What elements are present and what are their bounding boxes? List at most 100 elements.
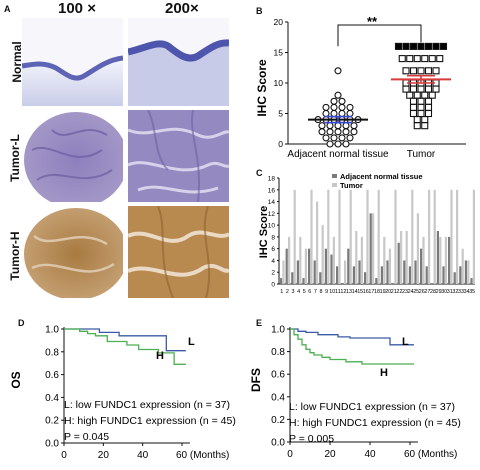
- b-point-tumor-1: [402, 42, 410, 50]
- c-x-tick-label-15: 16: [363, 289, 369, 295]
- b-point-normal-11: [346, 109, 354, 118]
- c-bar-normal-0: [280, 278, 283, 284]
- b-point-tumor-32: [409, 97, 418, 105]
- d-p-value: P = 0.045: [64, 431, 109, 443]
- panel-e-chart: DFS 0.0 0.2 0.4 0.6 0.8 1.0 0 20 40 60 (Months) L H…: [249, 325, 461, 461]
- c-x-tick-label-32: 33: [458, 289, 464, 295]
- b-point-tumor-10: [421, 55, 429, 63]
- d-legend-low: L: low FUNDC1 expression (n = 37): [64, 399, 230, 411]
- b-point-tumor-3: [417, 42, 425, 50]
- b-point-normal-0: [334, 67, 342, 75]
- b-point-tumor-30: [421, 91, 429, 99]
- c-x-tick-label-17: 18: [374, 289, 380, 295]
- c-y-tick-label-5: 10: [268, 223, 276, 230]
- d-y-axis-label: OS: [9, 371, 23, 388]
- panel-label-a: A: [4, 4, 11, 14]
- e-plot-curve-L: [290, 328, 414, 346]
- c-x-tick-label-29: 30: [441, 289, 447, 295]
- c-bar-normal-12: [347, 248, 350, 284]
- c-bar-normal-7: [319, 272, 322, 284]
- b-point-tumor-8: [406, 55, 414, 63]
- c-x-tick-label-20: 21: [391, 289, 397, 295]
- b-point-tumor-40: [424, 109, 433, 118]
- e-plot-curve-label-L: L: [402, 336, 409, 348]
- c-bar-tumor-8: [327, 189, 330, 284]
- c-bar-normal-8: [324, 248, 327, 284]
- c-bar-tumor-11: [344, 260, 347, 284]
- c-bar-normal-4: [302, 278, 305, 284]
- b-point-normal-3: [338, 97, 346, 105]
- c-x-tick-label-30: 31: [447, 289, 453, 295]
- c-legend-swatch-tumor: [332, 183, 337, 187]
- c-bar-tumor-1: [288, 236, 291, 284]
- tumor-h-200x-image: [128, 206, 229, 298]
- c-bar-normal-26: [425, 266, 428, 284]
- d-plot-y-tick-label-0: 0.0: [45, 439, 59, 450]
- c-bar-normal-21: [397, 242, 400, 284]
- b-point-tumor-25: [417, 85, 425, 93]
- row-label-tumor-l: Tumor-L: [8, 134, 22, 182]
- c-bar-normal-1: [285, 248, 288, 284]
- c-bar-tumor-32: [461, 248, 464, 284]
- d-plot-y-tick-label-1: 0.2: [45, 416, 59, 427]
- e-legend-low: L: low FUNDC1 expression (n = 37): [289, 401, 455, 413]
- b-point-normal-19: [326, 122, 334, 130]
- b-point-tumor-26: [424, 85, 433, 93]
- c-x-tick-label-0: 1: [280, 289, 283, 295]
- b-point-normal-4: [322, 103, 330, 111]
- c-bar-tumor-13: [355, 231, 358, 284]
- c-bar-normal-3: [296, 260, 299, 284]
- c-y-tick-label-2: 4: [271, 258, 275, 265]
- c-bar-tumor-7: [321, 225, 324, 284]
- c-legend-normal: Adjacent normal tissue: [340, 172, 423, 181]
- tumor-h-100x-image: [22, 206, 123, 298]
- b-point-normal-10: [338, 109, 346, 118]
- b-point-normal-34: [342, 140, 350, 148]
- panel-label-e: E: [256, 318, 263, 328]
- e-plot-x-tick-label-1: 20: [324, 449, 336, 460]
- b-point-normal-27: [350, 128, 358, 136]
- panel-d-chart: OS 0.00.20.40.60.81.00 20 40 60 (Months)LH …: [9, 325, 236, 462]
- b-point-tumor-33: [417, 97, 425, 105]
- b-point-normal-28: [322, 134, 330, 142]
- b-point-normal-18: [318, 122, 326, 130]
- c-y-tick-label-1: 2: [271, 270, 275, 277]
- c-y-tick-label-6: 12: [268, 211, 276, 218]
- e-plot-x-tick-label-3: 60 (Months): [404, 449, 457, 460]
- b-point-tumor-39: [417, 109, 425, 118]
- c-bar-normal-31: [453, 272, 456, 284]
- c-bar-tumor-33: [467, 260, 470, 284]
- c-bar-tumor-28: [439, 236, 442, 284]
- e-plot-x-tick-label-2: 40: [364, 449, 376, 460]
- d-plot-x-tick-label-0: 0: [61, 450, 67, 461]
- c-y-axis-label: IHC Score: [258, 206, 270, 259]
- c-y-tick-label-8: 16: [268, 187, 276, 194]
- d-plot-curve-H: [64, 328, 186, 365]
- d-plot-x-tick-label-1: 20: [98, 450, 110, 461]
- b-point-tumor-34: [424, 97, 433, 105]
- c-x-tick-label-11: 12: [340, 289, 346, 295]
- c-x-tick-label-21: 22: [396, 289, 402, 295]
- b-point-tumor-4: [424, 42, 433, 50]
- c-bar-tumor-23: [411, 189, 414, 284]
- c-bar-normal-34: [470, 278, 473, 284]
- c-x-tick-label-2: 3: [292, 289, 295, 295]
- c-legend-tumor: Tumor: [340, 181, 363, 190]
- c-x-tick-label-7: 8: [320, 289, 323, 295]
- b-point-normal-8: [322, 109, 330, 118]
- c-bar-tumor-14: [360, 236, 363, 284]
- b-point-normal-22: [350, 122, 358, 130]
- c-y-tick-label-7: 14: [268, 199, 276, 206]
- b-point-normal-25: [334, 128, 342, 136]
- b-point-tumor-15: [417, 67, 425, 75]
- b-point-tumor-36: [417, 103, 425, 111]
- b-y-tick-label-4: 20: [274, 17, 284, 27]
- c-x-tick-label-9: 10: [329, 289, 335, 295]
- c-bar-normal-2: [291, 272, 294, 284]
- c-x-tick-label-13: 14: [352, 289, 358, 295]
- b-point-tumor-35: [409, 103, 418, 111]
- c-bar-tumor-24: [416, 213, 419, 284]
- b-point-normal-24: [326, 128, 334, 136]
- tumor-l-200x-image: [128, 110, 229, 202]
